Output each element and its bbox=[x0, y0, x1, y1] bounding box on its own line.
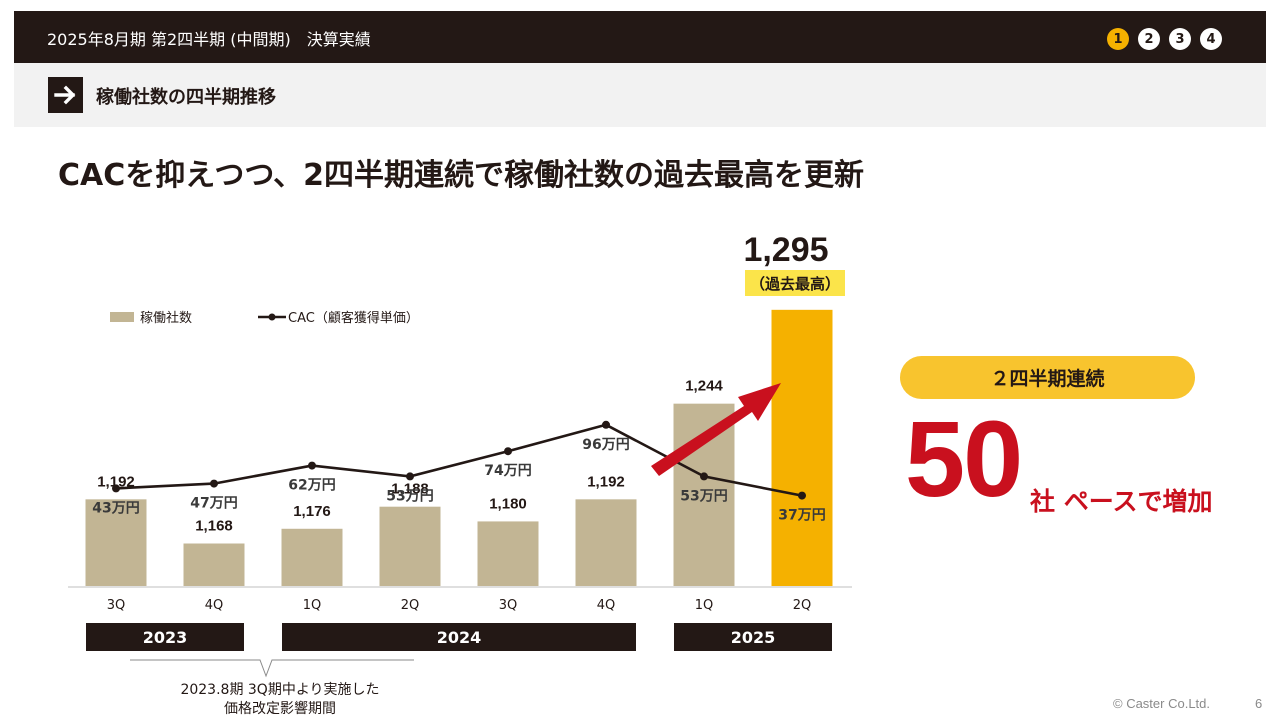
copyright: © Caster Co.Ltd. bbox=[1113, 696, 1211, 711]
cac-value-label: 53万円 bbox=[386, 488, 433, 504]
cac-line bbox=[115, 423, 803, 497]
x-tick-label: 2Q bbox=[793, 598, 812, 613]
arrow-right-icon bbox=[48, 77, 83, 113]
x-tick-label: 3Q bbox=[107, 598, 126, 613]
x-tick-label: 4Q bbox=[597, 598, 616, 613]
bar-value-label: 1,295 bbox=[743, 231, 828, 269]
cac-point bbox=[504, 447, 512, 456]
highlight-label-bg bbox=[745, 270, 845, 296]
bar-value-label: 1,192 bbox=[97, 473, 135, 490]
section-header: 稼働社数の四半期推移 bbox=[14, 63, 1266, 127]
bar-value-label: 1,168 bbox=[195, 518, 233, 535]
page-dot-2[interactable]: 2 bbox=[1138, 28, 1160, 50]
bar bbox=[477, 521, 539, 586]
cac-value-label: 62万円 bbox=[288, 478, 335, 494]
year-band bbox=[282, 623, 636, 651]
bar-value-label: 1,188 bbox=[391, 481, 429, 498]
increase-suffix: 社 ペースで増加 bbox=[1030, 487, 1213, 516]
bar bbox=[575, 499, 637, 586]
headline: CACを抑えつつ、2四半期連続で稼働社数の過去最高を更新 bbox=[58, 158, 865, 193]
bar bbox=[771, 309, 833, 586]
note-bracket bbox=[130, 659, 414, 678]
active-companies-chart: 稼働社数 CAC（顧客獲得単価） 1,192 1,168 1,176 1,188 1,180… bbox=[68, 231, 852, 678]
cac-point bbox=[798, 491, 806, 500]
header-bar: 2025年8月期 第2四半期 (中間期) 決算実績 1 2 3 4 bbox=[14, 11, 1266, 63]
trend-arrow-icon bbox=[651, 383, 781, 476]
cac-point bbox=[308, 461, 316, 470]
cac-point bbox=[700, 472, 708, 481]
note-line-1: 2023.8期 3Q期中より実施した bbox=[180, 682, 380, 698]
bar-value-label: 1,180 bbox=[489, 495, 527, 512]
cac-point bbox=[602, 420, 610, 429]
x-tick-label: 3Q bbox=[499, 598, 518, 613]
page-number: 6 bbox=[1255, 696, 1263, 711]
cac-value-label: 74万円 bbox=[484, 463, 531, 479]
highlight-label: （過去最高） bbox=[750, 275, 840, 293]
legend-line-label: CAC（顧客獲得単価） bbox=[288, 310, 419, 326]
cac-value-label: 43万円 bbox=[92, 500, 139, 516]
cac-value-label: 96万円 bbox=[582, 437, 629, 453]
section-title: 稼働社数の四半期推移 bbox=[96, 87, 276, 108]
year-band bbox=[86, 623, 244, 651]
bar bbox=[281, 528, 343, 586]
cac-point bbox=[210, 479, 218, 488]
consecutive-badge: ２四半期連続 bbox=[900, 356, 1195, 399]
bar-value-label: 1,176 bbox=[293, 503, 331, 520]
x-tick-label: 1Q bbox=[303, 598, 322, 613]
legend-bar-swatch bbox=[110, 312, 134, 322]
bar bbox=[85, 499, 147, 586]
cac-value-label: 37万円 bbox=[778, 508, 825, 524]
increase-number: 50 bbox=[905, 398, 1023, 519]
bar bbox=[379, 506, 441, 586]
cac-point bbox=[112, 484, 120, 493]
legend-line-marker bbox=[268, 313, 276, 321]
note-line-2: 価格改定影響期間 bbox=[224, 701, 336, 717]
x-tick-label: 1Q bbox=[695, 598, 714, 613]
page-dot-1[interactable]: 1 bbox=[1107, 28, 1129, 50]
year-band-label: 2025 bbox=[731, 628, 776, 647]
cac-value-label: 47万円 bbox=[190, 496, 237, 512]
report-title: 2025年8月期 第2四半期 (中間期) 決算実績 bbox=[47, 30, 371, 49]
x-tick-label: 4Q bbox=[205, 598, 224, 613]
bar-value-label: 1,244 bbox=[685, 378, 723, 395]
legend-bar-label: 稼働社数 bbox=[140, 310, 192, 326]
cac-point bbox=[406, 472, 414, 481]
x-tick-label: 2Q bbox=[401, 598, 420, 613]
bar bbox=[183, 543, 245, 586]
year-band-label: 2024 bbox=[437, 628, 482, 647]
page-dot-3[interactable]: 3 bbox=[1169, 28, 1191, 50]
page-indicator: 1 2 3 4 bbox=[1107, 28, 1222, 50]
year-band-label: 2023 bbox=[143, 628, 188, 647]
bar-value-label: 1,192 bbox=[587, 473, 625, 490]
year-band bbox=[674, 623, 832, 651]
cac-value-label: 53万円 bbox=[680, 488, 727, 504]
page-dot-4[interactable]: 4 bbox=[1200, 28, 1222, 50]
